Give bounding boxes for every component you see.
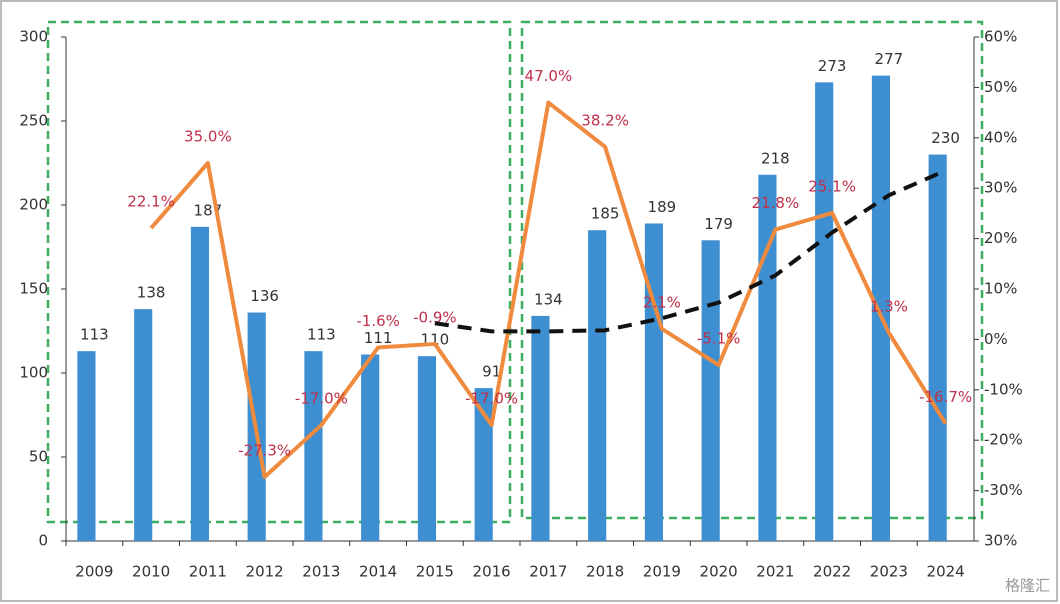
bar xyxy=(134,309,153,541)
x-tick-label: 2015 xyxy=(416,563,454,581)
x-tick-label: 2022 xyxy=(813,563,851,581)
bar-label: 111 xyxy=(364,329,393,347)
y2-tick-label: -10% xyxy=(984,380,1023,398)
highlight-box xyxy=(520,20,984,520)
y2-tick-label: -30% xyxy=(984,481,1023,499)
bar xyxy=(588,230,607,541)
line-label: -16.7% xyxy=(919,388,972,406)
line-label: -27.3% xyxy=(238,441,291,459)
y2-tick-label: 10% xyxy=(984,280,1017,298)
line-label: -1.6% xyxy=(356,312,400,330)
line-label: 2.1% xyxy=(643,293,681,311)
y2-tick-label: 20% xyxy=(984,229,1017,247)
x-tick-label: 2021 xyxy=(756,563,794,581)
bar-label: 113 xyxy=(307,326,336,344)
bar-label: 277 xyxy=(875,50,904,68)
trend-line xyxy=(434,168,947,334)
bar xyxy=(190,226,210,541)
line-label: 25.1% xyxy=(808,177,856,195)
bar-label: 113 xyxy=(80,326,109,344)
bar-label: 91 xyxy=(482,363,501,381)
line-label: 22.1% xyxy=(127,193,175,211)
y-tick-label: 50 xyxy=(29,448,48,466)
x-tick-label: 2013 xyxy=(302,563,340,581)
bar xyxy=(304,351,323,541)
x-tick-label: 2016 xyxy=(473,563,511,581)
y2-tick-label: -20% xyxy=(984,431,1023,449)
bar xyxy=(701,240,720,541)
bar xyxy=(644,223,664,542)
bar xyxy=(77,351,96,541)
y2-tick-label: 60% xyxy=(984,28,1017,46)
bar xyxy=(531,315,550,541)
bar xyxy=(474,388,493,541)
bar-label: 218 xyxy=(761,149,790,167)
y-tick-label: 150 xyxy=(19,280,48,298)
bar-label: 136 xyxy=(250,287,279,305)
bar xyxy=(417,356,437,541)
x-tick-label: 2024 xyxy=(927,563,965,581)
x-tick-label: 2018 xyxy=(586,563,624,581)
y2-tick-label: 0% xyxy=(984,330,1008,348)
y-tick-label: 100 xyxy=(19,364,48,382)
y2-tick-label: 50% xyxy=(984,78,1017,96)
watermark: 格隆汇 xyxy=(1005,577,1050,595)
line xyxy=(149,100,948,479)
line-label: 21.8% xyxy=(752,194,800,212)
line-label: -0.9% xyxy=(413,308,457,326)
line-label: 35.0% xyxy=(184,128,232,146)
line-label: 47.0% xyxy=(525,67,573,85)
bar-label: 273 xyxy=(818,57,847,75)
y2-tick-label: 40% xyxy=(984,128,1017,146)
bar-label: 134 xyxy=(534,290,563,308)
line-label: -17.0% xyxy=(295,390,348,408)
x-tick-label: 2017 xyxy=(529,563,567,581)
line-label: -17.0% xyxy=(465,390,518,408)
x-tick-label: 2009 xyxy=(75,563,113,581)
y-tick-label: 200 xyxy=(19,196,48,214)
bar xyxy=(871,75,891,541)
x-tick-label: 2011 xyxy=(189,563,227,581)
bar-label: 230 xyxy=(931,129,960,147)
bar xyxy=(361,354,380,541)
bar xyxy=(815,82,834,542)
bar-label: 138 xyxy=(137,284,166,302)
x-tick-label: 2019 xyxy=(643,563,681,581)
y2-tick-label: 30% xyxy=(984,532,1017,550)
bar-label: 179 xyxy=(704,215,733,233)
line-label: 38.2% xyxy=(581,111,629,129)
x-tick-label: 2020 xyxy=(700,563,738,581)
line-label: 1.3% xyxy=(870,297,908,315)
line-label: -5.1% xyxy=(697,330,741,348)
x-tick-label: 2010 xyxy=(132,563,170,581)
y-tick-label: 250 xyxy=(19,112,48,130)
bar xyxy=(928,154,947,541)
y-tick-label: 0 xyxy=(38,532,48,550)
y-tick-label: 300 xyxy=(19,28,48,46)
y2-tick-label: 30% xyxy=(984,179,1017,197)
x-tick-label: 2023 xyxy=(870,563,908,581)
bar-label: 189 xyxy=(648,198,677,216)
bar xyxy=(758,174,777,541)
x-tick-label: 2014 xyxy=(359,563,397,581)
bar-label: 185 xyxy=(591,205,620,223)
x-tick-label: 2012 xyxy=(246,563,284,581)
